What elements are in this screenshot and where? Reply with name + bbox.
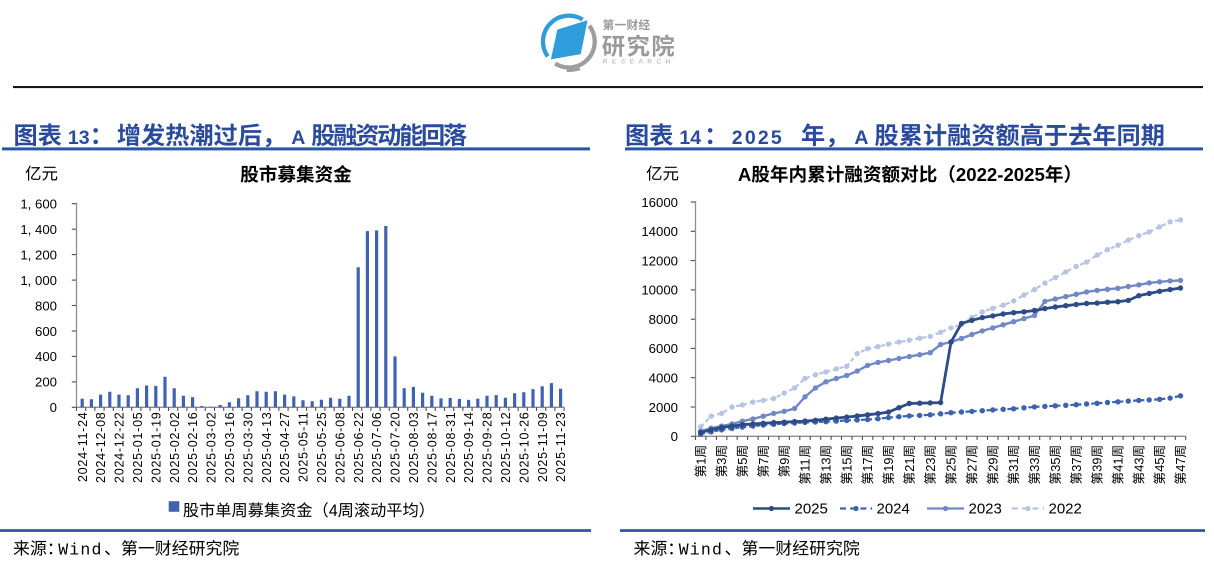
svg-text:400: 400 bbox=[35, 349, 57, 364]
svg-text:2025-11-23: 2025-11-23 bbox=[554, 412, 568, 483]
svg-text:29: 29 bbox=[985, 458, 1000, 472]
svg-text:600: 600 bbox=[35, 324, 57, 339]
svg-text:2025-10-26: 2025-10-26 bbox=[517, 412, 531, 483]
svg-text:25: 25 bbox=[944, 458, 959, 472]
svg-text:15: 15 bbox=[839, 458, 854, 472]
svg-text:4: 4 bbox=[329, 502, 338, 520]
svg-text:2025-02-16: 2025-02-16 bbox=[186, 412, 200, 483]
svg-text:8000: 8000 bbox=[649, 312, 678, 327]
svg-text:7: 7 bbox=[756, 458, 771, 465]
svg-text:0: 0 bbox=[50, 400, 57, 415]
svg-text:2024: 2024 bbox=[877, 501, 910, 518]
svg-text:A: A bbox=[291, 127, 305, 149]
svg-text:47: 47 bbox=[1173, 458, 1188, 472]
svg-text:14000: 14000 bbox=[641, 224, 678, 239]
svg-text:43: 43 bbox=[1131, 458, 1146, 472]
svg-text:1, 600: 1, 600 bbox=[20, 197, 57, 212]
svg-text:200: 200 bbox=[35, 375, 57, 390]
svg-text:2025-08-31: 2025-08-31 bbox=[444, 412, 458, 483]
svg-text:Wind: Wind bbox=[58, 540, 102, 559]
svg-text:1, 200: 1, 200 bbox=[20, 247, 57, 262]
svg-text:10000: 10000 bbox=[641, 283, 678, 298]
svg-text:21: 21 bbox=[902, 458, 917, 472]
svg-text:2025-05-11: 2025-05-11 bbox=[297, 412, 311, 483]
svg-text:2024-12-22: 2024-12-22 bbox=[113, 412, 127, 483]
svg-text:45: 45 bbox=[1152, 458, 1167, 472]
svg-text:2022-2025: 2022-2025 bbox=[956, 164, 1045, 185]
svg-text:12000: 12000 bbox=[641, 253, 678, 268]
svg-text:2025-05-25: 2025-05-25 bbox=[315, 412, 329, 483]
svg-text:1: 1 bbox=[693, 458, 708, 465]
svg-text:2025-10-12: 2025-10-12 bbox=[499, 412, 513, 483]
svg-text:2025-02-02: 2025-02-02 bbox=[168, 412, 182, 483]
svg-text:17: 17 bbox=[860, 458, 875, 472]
svg-text:11: 11 bbox=[798, 459, 813, 472]
svg-text:2025-01-19: 2025-01-19 bbox=[149, 412, 163, 483]
svg-text:37: 37 bbox=[1069, 458, 1084, 472]
svg-text:Wind: Wind bbox=[679, 540, 723, 559]
svg-text:1, 000: 1, 000 bbox=[20, 273, 57, 288]
svg-text:3: 3 bbox=[714, 458, 729, 465]
svg-text:2022: 2022 bbox=[1049, 501, 1082, 518]
svg-text:2025-09-14: 2025-09-14 bbox=[462, 412, 476, 483]
svg-text:2025-04-13: 2025-04-13 bbox=[260, 412, 274, 483]
svg-text:5: 5 bbox=[735, 458, 750, 465]
svg-text:2024-11-24: 2024-11-24 bbox=[76, 412, 90, 483]
svg-text:2025-07-20: 2025-07-20 bbox=[389, 412, 403, 483]
svg-text:2000: 2000 bbox=[649, 400, 678, 415]
svg-text:2025: 2025 bbox=[732, 127, 784, 149]
svg-text:19: 19 bbox=[881, 458, 896, 472]
svg-text:27: 27 bbox=[965, 458, 980, 472]
svg-text:13: 13 bbox=[819, 458, 834, 472]
svg-text:2025-06-08: 2025-06-08 bbox=[333, 412, 347, 483]
svg-text:35: 35 bbox=[1048, 458, 1063, 472]
svg-text:2025-03-30: 2025-03-30 bbox=[241, 412, 255, 483]
svg-text:41: 41 bbox=[1111, 458, 1126, 472]
svg-text:A: A bbox=[738, 164, 751, 185]
svg-text:23: 23 bbox=[923, 458, 938, 472]
svg-text:4000: 4000 bbox=[649, 371, 678, 386]
svg-text:16000: 16000 bbox=[641, 195, 678, 210]
svg-text:800: 800 bbox=[35, 298, 57, 313]
svg-text:2025-08-17: 2025-08-17 bbox=[425, 412, 439, 483]
svg-text:2024-12-08: 2024-12-08 bbox=[94, 412, 108, 483]
svg-text:0: 0 bbox=[671, 429, 678, 444]
svg-text:9: 9 bbox=[777, 458, 792, 465]
svg-text:RESEARCH: RESEARCH bbox=[603, 59, 675, 66]
svg-text:2025-04-27: 2025-04-27 bbox=[278, 412, 292, 483]
svg-text:2025-08-03: 2025-08-03 bbox=[407, 412, 421, 483]
svg-text:A: A bbox=[854, 127, 868, 149]
svg-text:13: 13 bbox=[68, 127, 90, 149]
svg-text:14: 14 bbox=[679, 127, 701, 149]
svg-text:2025-03-02: 2025-03-02 bbox=[205, 412, 219, 483]
svg-text:2025-03-16: 2025-03-16 bbox=[223, 412, 237, 483]
svg-text:39: 39 bbox=[1090, 458, 1105, 472]
svg-text:2025-06-22: 2025-06-22 bbox=[352, 412, 366, 483]
svg-text:2025-07-06: 2025-07-06 bbox=[370, 412, 384, 483]
svg-text:2025-01-05: 2025-01-05 bbox=[131, 412, 145, 483]
svg-text:2023: 2023 bbox=[969, 501, 1002, 518]
svg-text:2025: 2025 bbox=[795, 501, 828, 518]
svg-text:2025-09-28: 2025-09-28 bbox=[481, 412, 495, 483]
svg-text:2025-11-09: 2025-11-09 bbox=[536, 412, 550, 483]
svg-text:33: 33 bbox=[1027, 458, 1042, 472]
svg-text:1, 400: 1, 400 bbox=[20, 222, 57, 237]
svg-text:31: 31 bbox=[1006, 458, 1021, 472]
svg-text:6000: 6000 bbox=[649, 341, 678, 356]
